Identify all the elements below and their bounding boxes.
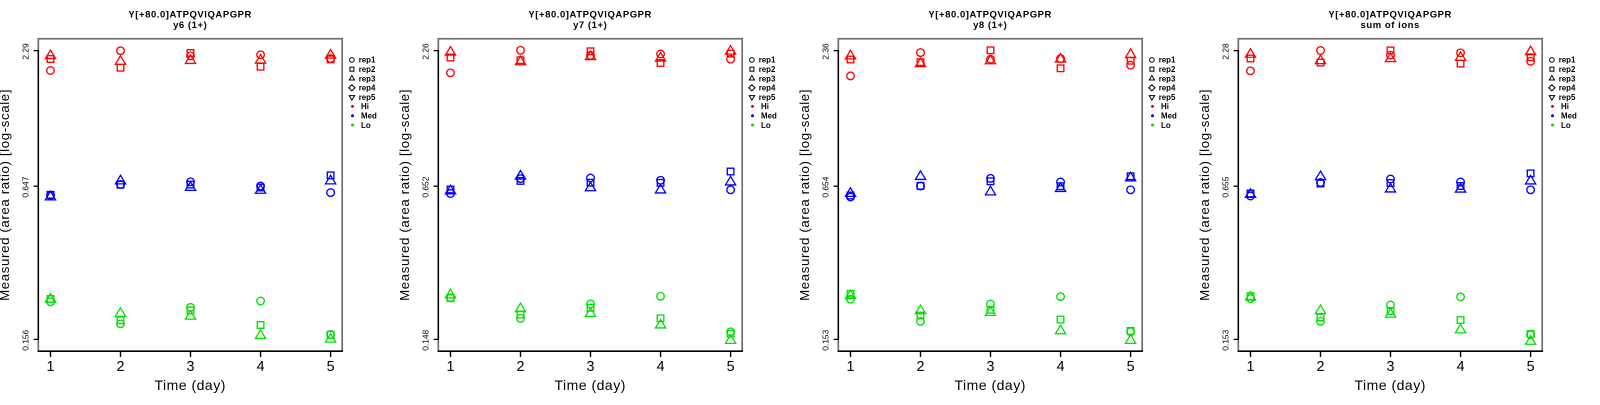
svg-text:Med: Med	[761, 112, 777, 121]
svg-text:2.26: 2.26	[421, 43, 431, 60]
svg-text:Lo: Lo	[761, 121, 771, 130]
svg-text:0.148: 0.148	[421, 329, 431, 350]
svg-text:0.654: 0.654	[821, 176, 831, 197]
svg-text:5: 5	[727, 359, 735, 375]
svg-text:y7 (1+): y7 (1+)	[573, 20, 607, 31]
svg-text:2.29: 2.29	[21, 43, 31, 60]
svg-text:rep2: rep2	[359, 65, 376, 74]
svg-text:Measured (area ratio) [log-sca: Measured (area ratio) [log-scale]	[397, 89, 412, 301]
svg-text:1: 1	[447, 359, 455, 375]
svg-text:0.153: 0.153	[1221, 329, 1231, 350]
svg-text:4: 4	[1457, 359, 1465, 375]
svg-text:4: 4	[257, 359, 265, 375]
svg-text:1: 1	[47, 359, 55, 375]
svg-text:3: 3	[187, 359, 195, 375]
svg-text:rep4: rep4	[359, 84, 376, 93]
svg-text:3: 3	[987, 359, 995, 375]
svg-text:Y[+80.0]ATPQVIQAPGPR: Y[+80.0]ATPQVIQAPGPR	[1328, 10, 1452, 21]
svg-text:y6 (1+): y6 (1+)	[173, 20, 207, 31]
svg-text:y8 (1+): y8 (1+)	[973, 20, 1007, 31]
svg-text:Time (day): Time (day)	[955, 377, 1026, 393]
svg-text:Lo: Lo	[1561, 121, 1571, 130]
svg-text:Measured (area ratio) [log-sca: Measured (area ratio) [log-scale]	[797, 89, 812, 301]
svg-text:0.655: 0.655	[1221, 176, 1231, 197]
svg-text:Time (day): Time (day)	[155, 377, 226, 393]
svg-text:rep5: rep5	[1559, 93, 1576, 102]
svg-text:Med: Med	[361, 112, 377, 121]
svg-text:rep3: rep3	[1159, 74, 1176, 83]
svg-text:2: 2	[117, 359, 125, 375]
svg-text:rep1: rep1	[1159, 56, 1176, 65]
svg-text:4: 4	[1057, 359, 1065, 375]
svg-text:2.28: 2.28	[1221, 43, 1231, 60]
svg-text:rep2: rep2	[1159, 65, 1176, 74]
svg-text:2: 2	[517, 359, 525, 375]
svg-text:Time (day): Time (day)	[555, 377, 626, 393]
svg-text:0.153: 0.153	[821, 329, 831, 350]
svg-text:Lo: Lo	[1161, 121, 1171, 130]
svg-text:0.652: 0.652	[421, 176, 431, 197]
svg-text:rep1: rep1	[1559, 56, 1576, 65]
svg-text:2: 2	[917, 359, 925, 375]
svg-text:rep5: rep5	[1159, 93, 1176, 102]
svg-text:rep4: rep4	[1559, 84, 1576, 93]
svg-text:Hi: Hi	[1561, 102, 1569, 111]
svg-text:1: 1	[847, 359, 855, 375]
svg-text:Time (day): Time (day)	[1355, 377, 1426, 393]
svg-text:Lo: Lo	[361, 121, 371, 130]
svg-text:Measured (area ratio) [log-sca: Measured (area ratio) [log-scale]	[1197, 89, 1212, 301]
svg-text:Y[+80.0]ATPQVIQAPGPR: Y[+80.0]ATPQVIQAPGPR	[128, 10, 252, 21]
svg-text:2.36: 2.36	[821, 43, 831, 60]
svg-text:rep5: rep5	[359, 93, 376, 102]
svg-text:4: 4	[657, 359, 665, 375]
svg-text:rep2: rep2	[759, 65, 776, 74]
svg-text:rep5: rep5	[759, 93, 776, 102]
svg-text:rep3: rep3	[759, 74, 776, 83]
svg-text:Y[+80.0]ATPQVIQAPGPR: Y[+80.0]ATPQVIQAPGPR	[928, 10, 1052, 21]
svg-text:Med: Med	[1561, 112, 1577, 121]
svg-text:sum of ions: sum of ions	[1361, 20, 1420, 31]
svg-text:rep3: rep3	[359, 74, 376, 83]
svg-text:0.156: 0.156	[21, 329, 31, 350]
svg-text:Hi: Hi	[1161, 102, 1169, 111]
svg-text:3: 3	[587, 359, 595, 375]
svg-text:2: 2	[1317, 359, 1325, 375]
svg-text:rep1: rep1	[759, 56, 776, 65]
svg-text:rep4: rep4	[759, 84, 776, 93]
svg-text:rep2: rep2	[1559, 65, 1576, 74]
svg-text:1: 1	[1247, 359, 1255, 375]
svg-text:5: 5	[1127, 359, 1135, 375]
svg-text:rep1: rep1	[359, 56, 376, 65]
svg-text:rep3: rep3	[1559, 74, 1576, 83]
svg-text:Y[+80.0]ATPQVIQAPGPR: Y[+80.0]ATPQVIQAPGPR	[528, 10, 652, 21]
svg-text:5: 5	[327, 359, 335, 375]
svg-text:5: 5	[1527, 359, 1535, 375]
svg-text:0.647: 0.647	[21, 176, 31, 197]
svg-text:Hi: Hi	[361, 102, 369, 111]
svg-text:3: 3	[1387, 359, 1395, 375]
svg-text:Med: Med	[1161, 112, 1177, 121]
svg-text:Measured (area ratio) [log-sca: Measured (area ratio) [log-scale]	[0, 89, 12, 301]
svg-text:Hi: Hi	[761, 102, 769, 111]
svg-text:rep4: rep4	[1159, 84, 1176, 93]
